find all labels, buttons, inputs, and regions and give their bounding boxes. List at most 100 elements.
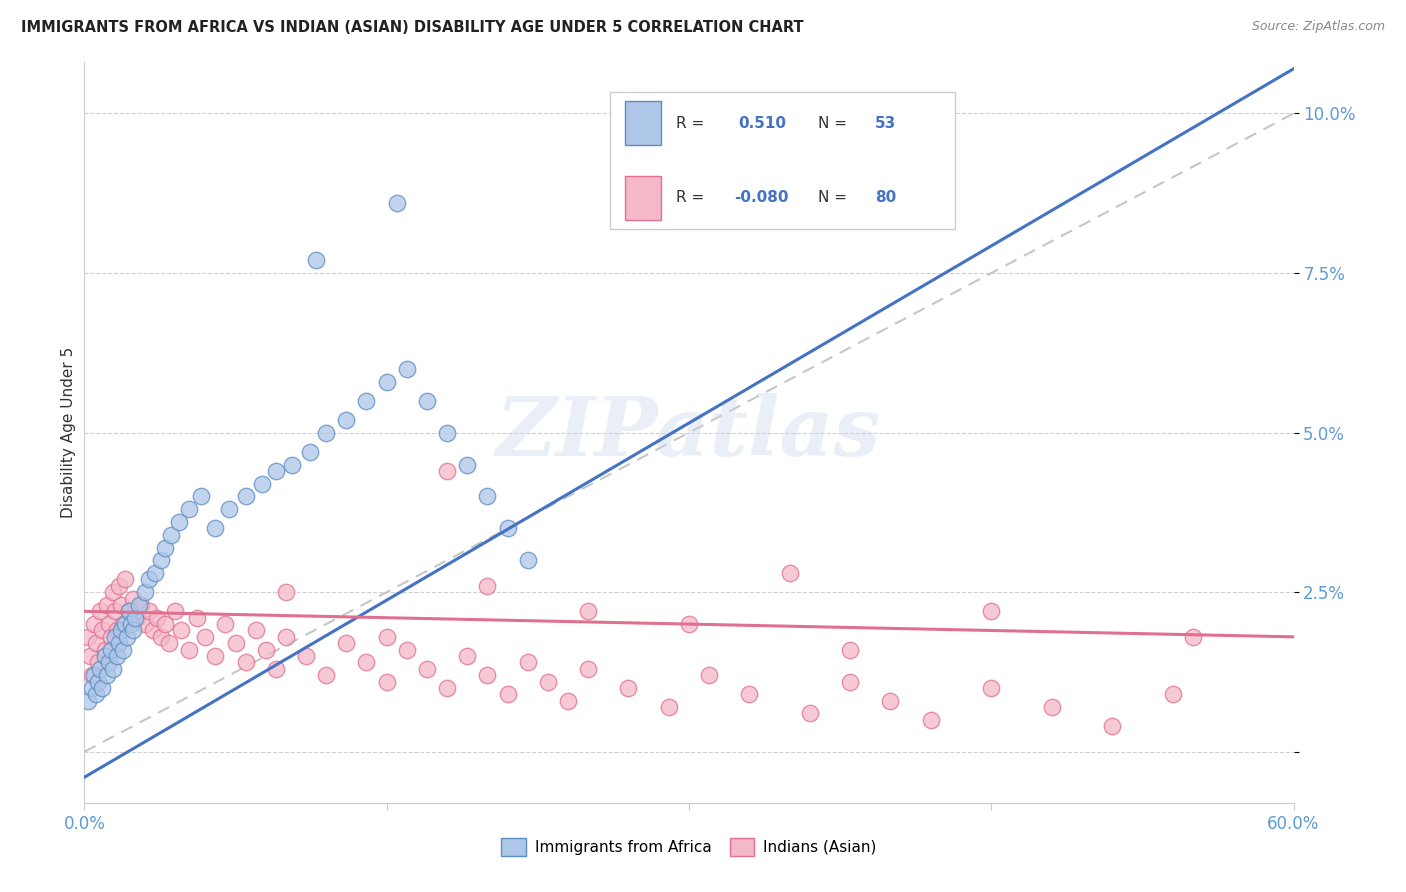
Point <box>153 617 176 632</box>
Point <box>456 648 478 663</box>
Point <box>576 662 599 676</box>
Point <box>89 604 111 618</box>
Point <box>375 630 398 644</box>
Point <box>186 610 208 624</box>
Point <box>91 681 114 695</box>
Point <box>138 604 160 618</box>
Point <box>105 624 128 638</box>
Point <box>87 656 110 670</box>
Point <box>225 636 247 650</box>
Point <box>436 681 458 695</box>
Point <box>335 636 357 650</box>
Point <box>115 630 138 644</box>
Point <box>100 630 122 644</box>
Point <box>235 656 257 670</box>
Point <box>82 681 104 695</box>
Bar <box>624 176 661 220</box>
Point <box>120 617 142 632</box>
Point <box>104 630 127 644</box>
Text: 80: 80 <box>875 190 897 205</box>
Text: IMMIGRANTS FROM AFRICA VS INDIAN (ASIAN) DISABILITY AGE UNDER 5 CORRELATION CHAR: IMMIGRANTS FROM AFRICA VS INDIAN (ASIAN)… <box>21 20 804 35</box>
Point <box>157 636 180 650</box>
Point <box>77 630 100 644</box>
Text: 53: 53 <box>875 116 897 130</box>
Point <box>299 444 322 458</box>
Point <box>214 617 236 632</box>
Point <box>204 521 226 535</box>
Point <box>839 642 862 657</box>
Point <box>128 598 150 612</box>
Point <box>576 604 599 618</box>
Point <box>839 674 862 689</box>
Point <box>274 585 297 599</box>
Point <box>218 502 240 516</box>
Point <box>416 662 439 676</box>
Point <box>143 566 166 580</box>
Point <box>146 610 169 624</box>
Point <box>87 674 110 689</box>
Point <box>1181 630 1204 644</box>
Point <box>91 624 114 638</box>
Point <box>114 573 136 587</box>
Point <box>83 617 105 632</box>
Bar <box>610 92 955 229</box>
Point <box>111 642 134 657</box>
Point <box>980 604 1002 618</box>
Legend: Immigrants from Africa, Indians (Asian): Immigrants from Africa, Indians (Asian) <box>495 832 883 862</box>
Point <box>274 630 297 644</box>
Point <box>86 687 108 701</box>
Text: R =: R = <box>676 190 709 205</box>
Point <box>375 375 398 389</box>
Point <box>167 515 190 529</box>
Point <box>1040 700 1063 714</box>
Point <box>101 585 124 599</box>
Point <box>160 527 183 541</box>
Point <box>436 425 458 440</box>
Point <box>920 713 942 727</box>
Point <box>93 648 115 663</box>
Point <box>250 476 273 491</box>
Point <box>138 573 160 587</box>
Bar <box>624 101 661 145</box>
Point <box>335 413 357 427</box>
Point <box>179 642 201 657</box>
Point <box>149 630 172 644</box>
Point <box>879 694 901 708</box>
Point <box>110 624 132 638</box>
Point <box>516 656 538 670</box>
Point <box>114 617 136 632</box>
Text: R =: R = <box>676 116 709 130</box>
Point <box>190 490 212 504</box>
Point <box>315 668 337 682</box>
Point <box>245 624 267 638</box>
Point <box>149 553 172 567</box>
Point <box>1161 687 1184 701</box>
Point <box>436 464 458 478</box>
Point <box>170 624 193 638</box>
Point <box>295 648 318 663</box>
Point <box>121 624 143 638</box>
Point <box>779 566 801 580</box>
Point <box>385 195 408 210</box>
Point <box>134 585 156 599</box>
Point <box>281 458 304 472</box>
Point <box>456 458 478 472</box>
Point <box>77 694 100 708</box>
Point <box>96 668 118 682</box>
Point <box>89 662 111 676</box>
Point <box>86 636 108 650</box>
Point <box>179 502 201 516</box>
Point <box>79 648 101 663</box>
Point <box>111 617 134 632</box>
Point <box>264 464 287 478</box>
Point <box>204 648 226 663</box>
Point <box>356 393 378 408</box>
Point <box>118 604 141 618</box>
Point <box>100 642 122 657</box>
Point <box>194 630 217 644</box>
Point <box>537 674 560 689</box>
Point <box>658 700 681 714</box>
Point <box>375 674 398 689</box>
Point <box>254 642 277 657</box>
Point <box>129 598 152 612</box>
